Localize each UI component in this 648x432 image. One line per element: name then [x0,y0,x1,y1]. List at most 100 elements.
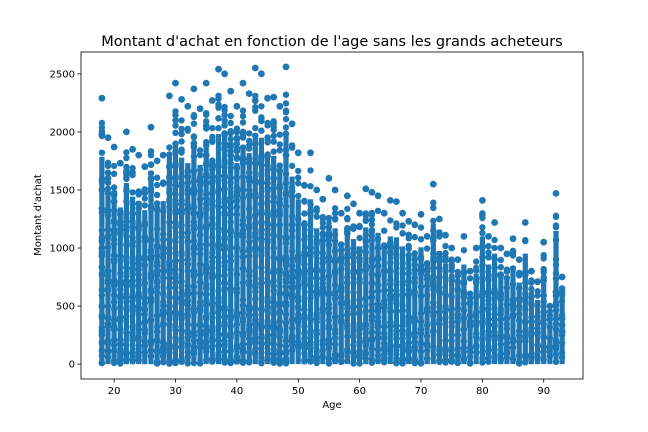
scatter-point [123,279,130,287]
scatter-point-fill [405,245,412,253]
scatter-point [460,233,468,240]
scatter-point-fill [344,226,351,233]
scatter-point-fill [552,224,560,231]
scatter-point-fill [288,162,296,170]
density-band [123,183,129,365]
scatter-point [374,244,382,252]
scatter-point [380,209,388,217]
scatter-point [429,180,437,188]
scatter-point [417,210,425,218]
scatter-point [294,149,302,157]
scatter-point-fill [129,189,136,196]
scatter-point-fill [362,216,369,224]
scatter-point-fill [172,129,179,136]
density-band [473,273,479,365]
scatter-point-fill [276,147,283,154]
scatter-point-fill [129,164,136,172]
scatter-point-fill [258,117,265,125]
scatter-point-fill [368,209,376,217]
density-band [142,210,148,365]
scatter-point [386,197,394,204]
density-band [215,134,222,365]
scatter-point-fill [215,124,222,132]
scatter-point-fill [411,233,418,241]
scatter-point [356,209,363,217]
density-band [522,253,528,365]
scatter-point [110,198,118,206]
y-tick-label: 1500 [50,185,75,196]
scatter-point-fill [123,149,130,156]
scatter-point [540,238,548,246]
density-band [295,199,301,365]
scatter-point [227,198,235,206]
scatter-point-fill [190,134,198,141]
scatter-point-fill [239,112,247,120]
scatter-point-fill [497,256,504,264]
scatter-point-fill [516,272,523,279]
density-band [338,246,344,365]
density-band [418,247,424,365]
scatter-point [442,231,449,239]
density-band [332,228,338,365]
scatter-point-fill [295,192,302,200]
scatter-point [436,215,443,223]
scatter-point-fill [184,125,191,132]
scatter-point-fill [246,130,253,137]
scatter-point-fill [540,252,547,259]
scatter-point [515,256,523,263]
scatter-point-fill [252,97,259,105]
scatter-point [331,256,339,263]
scatter-point [454,256,462,263]
scatter-point-fill [123,174,130,181]
density-band [240,144,246,365]
density-band [455,282,461,365]
scatter-point [472,244,480,252]
scatter-point-fill [233,140,241,147]
scatter-point [528,267,535,275]
scatter-point-fill [239,119,247,126]
density-band [442,263,449,365]
scatter-point [405,217,413,225]
scatter-point [264,94,271,102]
scatter-point [503,250,511,258]
density-band [510,266,516,365]
scatter-point [208,221,216,229]
scatter-point-fill [227,141,234,148]
scatter-point-fill [264,134,271,141]
scatter-point [270,93,278,101]
scatter-point [485,233,492,240]
scatter-point [368,279,376,287]
density-band [492,253,498,365]
scatter-point-fill [276,131,283,138]
scatter-point-fill [509,248,517,255]
scatter-point [270,174,278,182]
scatter-point-fill [221,107,228,114]
scatter-point [552,288,560,296]
scatter-point-fill [270,132,277,140]
scatter-point-fill [288,144,296,151]
scatter-point-fill [123,154,130,162]
scatter-point [116,221,124,229]
scatter-point-fill [178,117,185,124]
scatter-point [129,209,137,217]
scatter-point [325,174,333,182]
density-band [393,237,399,365]
scatter-point-fill [252,92,259,100]
scatter-point [301,221,308,229]
scatter-point-fill [276,141,283,148]
density-band [154,205,160,365]
density-band [99,156,105,365]
scatter-point-fill [528,285,535,293]
scatter-point [110,256,118,263]
scatter-point [172,79,179,87]
scatter-point [343,279,351,287]
density-band [283,132,289,365]
scatter-point-fill [141,195,148,202]
scatter-point-fill [442,242,449,250]
scatter-point-fill [209,136,216,144]
scatter-point [417,267,425,275]
scatter-point [509,235,517,243]
scatter-point-fill [546,308,554,315]
scatter-point [98,186,106,194]
scatter-point-fill [436,233,443,240]
